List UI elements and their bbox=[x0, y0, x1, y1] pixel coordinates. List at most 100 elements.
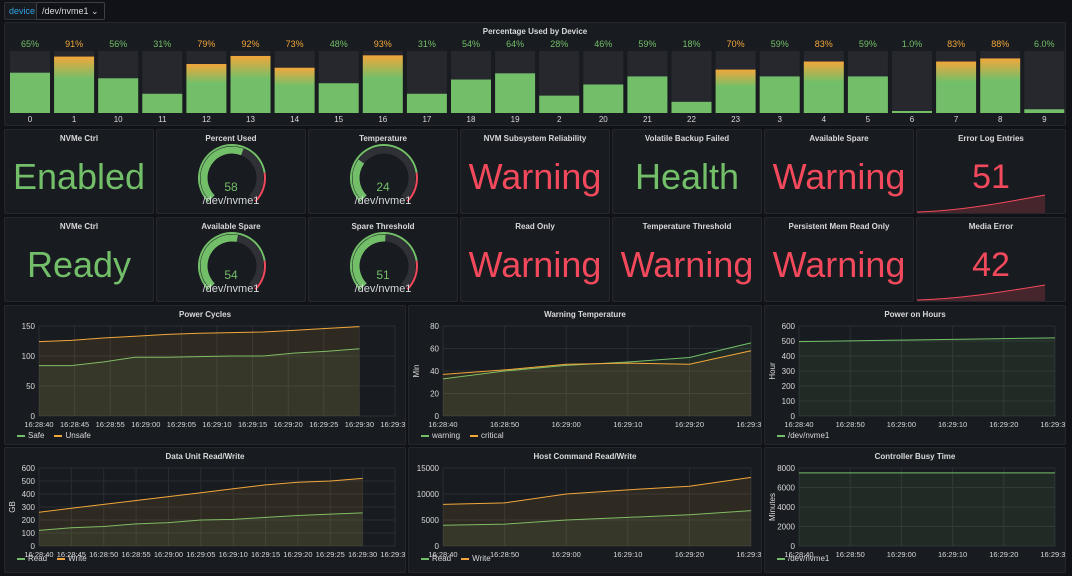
gauge-value: 54 bbox=[224, 268, 238, 282]
x-tick-label: 16:29:00 bbox=[887, 420, 916, 429]
panel-title: Persistent Mem Read Only bbox=[788, 222, 890, 231]
legend-item-read[interactable]: Read bbox=[421, 554, 451, 563]
x-tick-label: 16:29:05 bbox=[186, 550, 215, 559]
percentage-used-panel: Percentage Used by Device 65% 0 91% 1 56% 10 3… bbox=[4, 22, 1066, 126]
stat-value: Ready bbox=[26, 244, 132, 285]
gauge-device-name: /dev/nvme1 bbox=[354, 195, 412, 207]
legend-item-critical[interactable]: critical bbox=[470, 431, 504, 440]
bar-value-label: 59% bbox=[859, 39, 877, 49]
series-line-devnvme1 bbox=[798, 337, 1056, 343]
bar-category-label: 1 bbox=[72, 115, 77, 124]
temperature-panel: Temperature 24 /dev/nvme1 bbox=[308, 129, 458, 214]
bar-value-label: 64% bbox=[506, 39, 524, 49]
y-axis-label: Minutes bbox=[768, 493, 777, 521]
bar-device-2 bbox=[539, 95, 580, 113]
gauge-fill bbox=[200, 234, 238, 289]
bar-value-label: 93% bbox=[374, 39, 392, 49]
gauge-threshold-red bbox=[254, 260, 266, 291]
legend-item-write[interactable]: Write bbox=[57, 554, 87, 563]
legend-item-nvme1[interactable]: /dev/nvme1 bbox=[777, 554, 829, 563]
gauge-value: 24 bbox=[376, 180, 390, 194]
x-tick-label: 16:29:20 bbox=[989, 550, 1018, 559]
stat-value: 51 bbox=[972, 158, 1010, 196]
gauge-threshold-red bbox=[406, 260, 418, 291]
stat-value: Warning bbox=[468, 244, 602, 285]
device-select[interactable]: /dev/nvme1 ⌄ bbox=[36, 2, 105, 20]
bar-device-19 bbox=[495, 73, 536, 113]
x-tick-label: 16:29:25 bbox=[316, 550, 345, 559]
bar-device-10 bbox=[98, 78, 139, 113]
x-tick-label: 16:28:40 bbox=[24, 550, 53, 559]
bar-value-label: 31% bbox=[153, 39, 171, 49]
legend-item-read[interactable]: Read bbox=[17, 554, 47, 563]
x-tick-label: 16:29:00 bbox=[552, 550, 581, 559]
panel-title: Read Only bbox=[515, 222, 555, 231]
series-area-write bbox=[39, 478, 363, 546]
bar-device-21 bbox=[627, 76, 668, 113]
bar-device-17 bbox=[406, 93, 447, 113]
x-tick-label: 16:28:40 bbox=[784, 420, 813, 429]
series-line-write bbox=[38, 477, 363, 513]
bar-device-8 bbox=[980, 58, 1021, 113]
bar-value-label: 1.0% bbox=[902, 39, 923, 49]
y-axis-label: Hour bbox=[768, 362, 777, 380]
bar-value-label: 18% bbox=[682, 39, 700, 49]
gauge-device-name: /dev/nvme1 bbox=[202, 283, 260, 295]
stat-value: Warning bbox=[772, 156, 906, 197]
legend-item-safe[interactable]: Safe bbox=[17, 431, 44, 440]
legend: /dev/nvme1 bbox=[777, 554, 829, 563]
bar-value-label: 31% bbox=[418, 39, 436, 49]
temperature-threshold-panel: Temperature Threshold Warning bbox=[612, 217, 762, 302]
nvme-ctrl-ready-panel: NVMe Ctrl Ready bbox=[4, 217, 154, 302]
panel-title: Media Error bbox=[968, 222, 1014, 231]
time-series-chart: 0 20 40 60 80 16:28:40 16:28:50 16:29:00 16:29:1… bbox=[412, 322, 761, 429]
x-tick-label: 16:29:20 bbox=[274, 420, 303, 429]
gauge-device-name: /dev/nvme1 bbox=[354, 283, 412, 295]
bar-track bbox=[1024, 51, 1065, 113]
bar-value-label: 46% bbox=[594, 39, 612, 49]
spare-threshold-panel: Spare Threshold 51 /dev/nvme1 bbox=[308, 217, 458, 302]
legend-item-nvme1[interactable]: /dev/nvme1 bbox=[777, 431, 829, 440]
y-tick-label: 100 bbox=[22, 352, 36, 361]
x-tick-label: 16:29:00 bbox=[131, 420, 160, 429]
panel-title: Available Spare bbox=[809, 134, 869, 143]
bar-category-label: 19 bbox=[511, 115, 520, 124]
y-tick-label: 400 bbox=[22, 490, 36, 499]
y-tick-label: 80 bbox=[430, 322, 439, 331]
stat-value: Warning bbox=[620, 244, 754, 285]
x-tick-label: 16:29:00 bbox=[154, 550, 183, 559]
bar-value-label: 73% bbox=[286, 39, 304, 49]
data-unit-panel: Data Unit Read/Write 0 100 200 300 400 500 600… bbox=[4, 447, 406, 573]
legend-item-unsafe[interactable]: Unsafe bbox=[54, 431, 91, 440]
x-tick-label: 16:28:50 bbox=[89, 550, 118, 559]
x-tick-label: 16:29:30 bbox=[736, 550, 761, 559]
time-series-chart: 0 5000 10000 15000 16:28:40 16:28:50 16:29:00 1… bbox=[417, 464, 761, 559]
bar-value-label: 6.0% bbox=[1034, 39, 1055, 49]
stat-value: 42 bbox=[972, 246, 1010, 284]
stat-value: Warning bbox=[468, 156, 602, 197]
y-tick-label: 0 bbox=[31, 542, 36, 551]
y-tick-label: 600 bbox=[782, 322, 796, 331]
panel-title: NVMe Ctrl bbox=[59, 222, 99, 231]
x-tick-label: 16:29:10 bbox=[219, 550, 248, 559]
x-tick-label: 16:29:35 bbox=[380, 420, 405, 429]
legend: Read Write bbox=[421, 554, 491, 563]
legend-item-warning[interactable]: warning bbox=[421, 431, 460, 440]
bar-device-11 bbox=[142, 93, 183, 113]
y-tick-label: 0 bbox=[791, 542, 796, 551]
y-tick-label: 8000 bbox=[777, 464, 795, 473]
x-tick-label: 16:28:40 bbox=[784, 550, 813, 559]
x-tick-label: 16:29:20 bbox=[675, 420, 704, 429]
y-tick-label: 200 bbox=[22, 516, 36, 525]
y-tick-label: 20 bbox=[430, 390, 439, 399]
x-tick-label: 16:29:25 bbox=[309, 420, 338, 429]
available-spare-panel: Available Spare 54 /dev/nvme1 bbox=[156, 217, 306, 302]
legend-item-write[interactable]: Write bbox=[461, 554, 491, 563]
bar-value-label: 79% bbox=[197, 39, 215, 49]
x-tick-label: 16:29:10 bbox=[202, 420, 231, 429]
bar-category-label: 5 bbox=[866, 115, 871, 124]
bar-value-label: 59% bbox=[638, 39, 656, 49]
bar-device-9 bbox=[1024, 109, 1065, 113]
gauge-dial bbox=[198, 144, 266, 203]
series-line-unsafe bbox=[38, 326, 360, 343]
